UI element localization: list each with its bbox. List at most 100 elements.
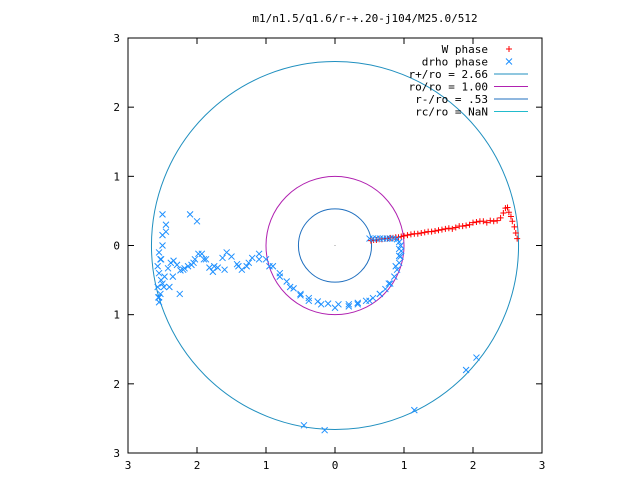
point-1-69 xyxy=(166,283,173,291)
center-dot xyxy=(334,245,336,246)
data-series xyxy=(154,204,521,434)
point-0-23 xyxy=(438,226,445,233)
point-0-25 xyxy=(445,225,452,232)
point-0-49 xyxy=(514,235,521,242)
point-0-31 xyxy=(466,221,473,228)
point-1-54 xyxy=(167,259,175,267)
point-1-49 xyxy=(184,262,192,270)
point-1-85 xyxy=(297,291,304,299)
point-0-29 xyxy=(459,223,466,230)
point-1-90 xyxy=(245,259,253,267)
y-tick-label-4: 1 xyxy=(113,309,120,322)
point-0-13 xyxy=(404,232,411,239)
point-1-21 xyxy=(354,299,362,307)
point-0-44 xyxy=(505,209,512,216)
y-tick-label-6: 3 xyxy=(113,447,120,460)
radius-circle-0 xyxy=(150,61,520,430)
point-1-79 xyxy=(366,297,373,305)
point-1-34 xyxy=(248,254,256,262)
point-1-64 xyxy=(159,242,166,249)
point-1-107 xyxy=(159,211,166,218)
point-1-72 xyxy=(155,249,163,256)
point-1-33 xyxy=(255,250,263,258)
point-1-22 xyxy=(345,300,353,308)
point-1-57 xyxy=(159,280,166,287)
point-1-93 xyxy=(210,262,218,270)
point-1-74 xyxy=(162,221,170,229)
point-0-41 xyxy=(500,209,507,216)
y-tick-label-0: 3 xyxy=(113,32,120,45)
x-tick-label-4: 1 xyxy=(401,459,408,472)
point-1-66 xyxy=(193,217,201,225)
y-tick-label-1: 2 xyxy=(113,101,120,114)
point-1-98 xyxy=(160,283,168,291)
point-1-100 xyxy=(157,255,165,263)
point-1-67 xyxy=(186,211,194,218)
legend-swatch-0 xyxy=(506,46,512,52)
point-1-46 xyxy=(195,250,202,258)
point-1-68 xyxy=(176,290,184,298)
point-1-88 xyxy=(266,262,273,270)
point-0-14 xyxy=(407,231,414,238)
point-0-43 xyxy=(504,204,511,211)
point-1-47 xyxy=(191,255,199,263)
point-0-16 xyxy=(414,230,421,237)
x-tick-label-6: 3 xyxy=(539,459,546,472)
point-0-20 xyxy=(428,228,435,235)
point-0-39 xyxy=(494,217,501,224)
point-1-73 xyxy=(159,231,166,239)
point-1-83 xyxy=(317,300,325,308)
point-1-14 xyxy=(393,266,401,274)
point-1-99 xyxy=(155,294,163,301)
chart-title: m1/n1.5/q1.6/r-+.20-j104/M25.0/512 xyxy=(252,12,477,25)
point-0-22 xyxy=(435,227,442,234)
point-1-43 xyxy=(206,264,213,271)
point-1-35 xyxy=(243,262,251,270)
legend-swatch-1 xyxy=(505,58,513,65)
point-1-94 xyxy=(200,255,208,263)
point-1-44 xyxy=(202,255,210,263)
point-0-27 xyxy=(452,224,459,231)
point-1-9 xyxy=(395,238,403,246)
x-tick-label-0: 3 xyxy=(125,459,132,472)
point-0-46 xyxy=(509,218,516,225)
point-1-75 xyxy=(395,252,403,260)
legend-label-2: r+/ro = 2.66 xyxy=(409,68,488,81)
point-0-18 xyxy=(421,229,428,236)
point-1-31 xyxy=(269,262,277,270)
point-1-106 xyxy=(321,426,329,434)
point-0-47 xyxy=(511,223,518,230)
point-1-101 xyxy=(395,245,403,253)
y-tick-label-3: 0 xyxy=(113,240,120,253)
radius-circles xyxy=(150,61,520,430)
point-1-82 xyxy=(331,304,339,312)
point-1-102 xyxy=(410,406,418,414)
legend-label-3: ro/ro = 1.00 xyxy=(409,81,488,94)
point-0-38 xyxy=(490,218,497,225)
point-0-36 xyxy=(483,219,490,226)
legend-label-5: rc/ro = NaN xyxy=(415,106,488,119)
point-1-10 xyxy=(397,242,404,249)
point-1-24 xyxy=(324,300,332,307)
point-1-105 xyxy=(300,421,308,429)
point-1-96 xyxy=(179,266,187,274)
y-tick-label-2: 1 xyxy=(113,170,120,183)
point-1-15 xyxy=(390,273,398,280)
point-0-35 xyxy=(480,218,487,225)
point-0-40 xyxy=(497,214,504,221)
point-1-27 xyxy=(297,290,304,298)
point-1-17 xyxy=(382,285,389,293)
point-1-91 xyxy=(235,262,242,270)
point-1-78 xyxy=(376,290,384,298)
point-1-28 xyxy=(290,285,297,292)
point-1-76 xyxy=(392,262,400,270)
point-1-80 xyxy=(354,300,362,308)
legend-label-1: drho phase xyxy=(422,56,488,69)
point-1-70 xyxy=(157,276,165,284)
point-1-58 xyxy=(157,290,164,298)
point-1-16 xyxy=(386,280,394,287)
legend-label-4: r-/ro = .53 xyxy=(415,93,488,106)
